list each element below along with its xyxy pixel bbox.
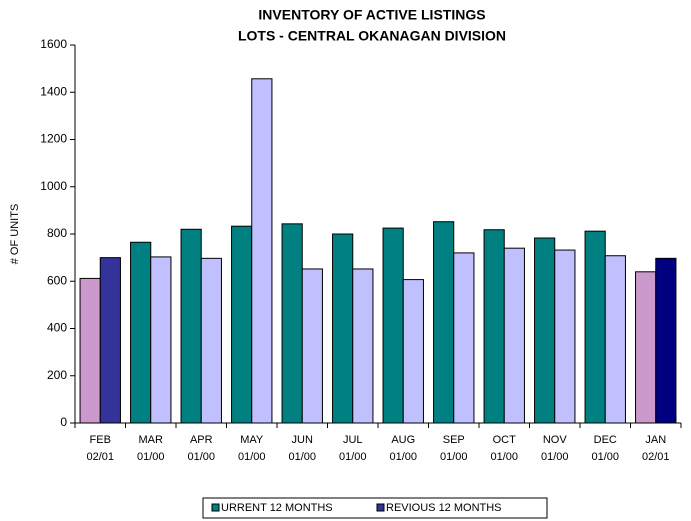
chart-title: LOTS - CENTRAL OKANAGAN DIVISION bbox=[238, 28, 506, 44]
x-tick-label: 01/00 bbox=[541, 451, 569, 463]
bar bbox=[604, 255, 626, 424]
x-tick-label: JUN bbox=[292, 434, 313, 446]
legend-box bbox=[202, 497, 548, 519]
bar bbox=[453, 252, 475, 424]
bar bbox=[584, 230, 606, 424]
bar bbox=[382, 227, 404, 424]
bar bbox=[655, 257, 677, 424]
x-tick-label: 01/00 bbox=[288, 451, 316, 463]
bar bbox=[483, 229, 505, 424]
x-tick-label: 02/01 bbox=[86, 451, 114, 463]
y-tick-label: 1600 bbox=[40, 37, 67, 51]
x-tick-label: 02/01 bbox=[642, 451, 670, 463]
y-tick-label: 0 bbox=[60, 415, 67, 429]
x-tick-label: 01/00 bbox=[238, 451, 266, 463]
bar bbox=[281, 223, 303, 424]
x-tick-label: MAY bbox=[240, 434, 264, 446]
bar bbox=[130, 241, 152, 424]
legend-label: URRENT 12 MONTHS bbox=[221, 502, 333, 514]
x-tick-label: AUG bbox=[391, 434, 415, 446]
x-tick-label: 01/00 bbox=[187, 451, 215, 463]
bar bbox=[433, 221, 455, 424]
y-tick-label: 1400 bbox=[40, 84, 67, 98]
x-tick-label: NOV bbox=[543, 434, 568, 446]
y-tick-label: 600 bbox=[47, 273, 67, 287]
bar bbox=[332, 233, 354, 424]
x-tick-label: 01/00 bbox=[591, 451, 619, 463]
bar bbox=[251, 78, 273, 424]
legend-swatch bbox=[211, 503, 220, 512]
bar bbox=[301, 268, 323, 424]
chart-title: INVENTORY OF ACTIVE LISTINGS bbox=[258, 7, 485, 23]
x-tick-label: JAN bbox=[645, 434, 666, 446]
x-tick-label: DEC bbox=[594, 434, 617, 446]
y-axis-label: # OF UNITS bbox=[9, 204, 21, 265]
bar bbox=[554, 249, 576, 424]
x-tick-label: 01/00 bbox=[137, 451, 165, 463]
bar bbox=[231, 225, 253, 424]
x-tick-label: 01/00 bbox=[389, 451, 417, 463]
legend-label: REVIOUS 12 MONTHS bbox=[386, 502, 502, 514]
x-tick-label: JUL bbox=[343, 434, 363, 446]
bar bbox=[503, 247, 525, 424]
y-tick-label: 200 bbox=[47, 368, 67, 382]
x-tick-label: MAR bbox=[139, 434, 164, 446]
y-tick-label: 400 bbox=[47, 321, 67, 335]
bar bbox=[200, 257, 222, 424]
y-tick-label: 1200 bbox=[40, 132, 67, 146]
y-tick-label: 800 bbox=[47, 226, 67, 240]
x-tick-label: OCT bbox=[493, 434, 517, 446]
legend-swatch bbox=[376, 503, 385, 512]
x-tick-label: 01/00 bbox=[339, 451, 367, 463]
x-tick-label: APR bbox=[190, 434, 213, 446]
bar bbox=[150, 256, 172, 424]
bar bbox=[180, 228, 202, 424]
bar bbox=[402, 279, 424, 424]
x-tick-label: 01/00 bbox=[490, 451, 518, 463]
bar bbox=[99, 257, 121, 424]
x-tick-label: 01/00 bbox=[440, 451, 468, 463]
y-tick-label: 1000 bbox=[40, 179, 67, 193]
x-tick-label: SEP bbox=[443, 434, 465, 446]
bar bbox=[635, 271, 657, 424]
bar bbox=[352, 268, 374, 424]
bar bbox=[534, 237, 556, 424]
bar bbox=[79, 277, 101, 424]
x-tick-label: FEB bbox=[90, 434, 111, 446]
